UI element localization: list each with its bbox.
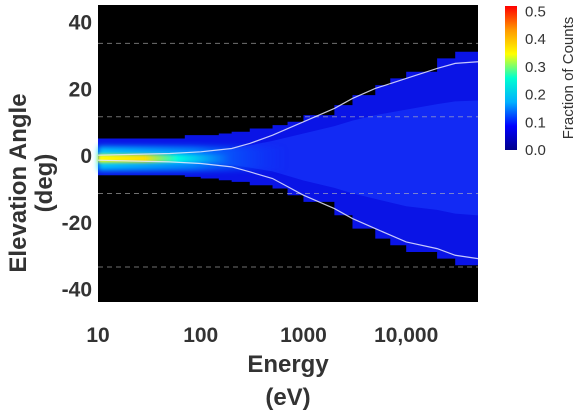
median-upper-curve [97, 61, 479, 156]
core-peak [98, 146, 288, 171]
y-tick-label: -20 [62, 212, 92, 235]
median-lower-curve [97, 159, 479, 260]
y-tick-label: 0 [80, 145, 92, 168]
x-tick-label: 10 [86, 324, 109, 347]
x-tick-labels: 10 100 1000 10,000 [86, 324, 438, 347]
y-tick-label: 20 [69, 78, 92, 101]
core-band [98, 154, 231, 163]
dashed-gridlines [98, 42, 478, 268]
colorbar-label: Fraction of Counts [560, 17, 576, 140]
colorbar-ticks: 0.5 0.4 0.3 0.2 0.1 0.0 [525, 4, 546, 159]
colorbar-tick-label: 0.3 [525, 59, 546, 76]
inner-density-area [98, 100, 478, 216]
y-tick-label: -40 [62, 279, 92, 302]
x-tick-label: 10,000 [374, 324, 438, 347]
median-curves [97, 61, 479, 260]
y-axis-title: Elevation Angle [5, 93, 32, 272]
colorbar-tick-label: 0.2 [525, 87, 546, 104]
x-axis-title: Energy [247, 351, 329, 378]
colorbar-tick-label: 0.0 [525, 142, 546, 159]
colorbar-tick-label: 0.4 [525, 31, 546, 48]
distribution-envelope [98, 48, 478, 269]
y-axis-unit: (deg) [31, 154, 58, 213]
y-tick-labels: 40 20 0 -20 -40 [62, 12, 92, 302]
colorbar-tick-label: 0.5 [525, 4, 546, 21]
x-axis-unit: (eV) [265, 384, 310, 411]
colorbar [505, 6, 517, 150]
colorbar-tick-label: 0.1 [525, 114, 546, 131]
x-tick-label: 1000 [280, 324, 327, 347]
y-tick-label: 40 [69, 12, 92, 35]
x-tick-label: 100 [183, 324, 218, 347]
